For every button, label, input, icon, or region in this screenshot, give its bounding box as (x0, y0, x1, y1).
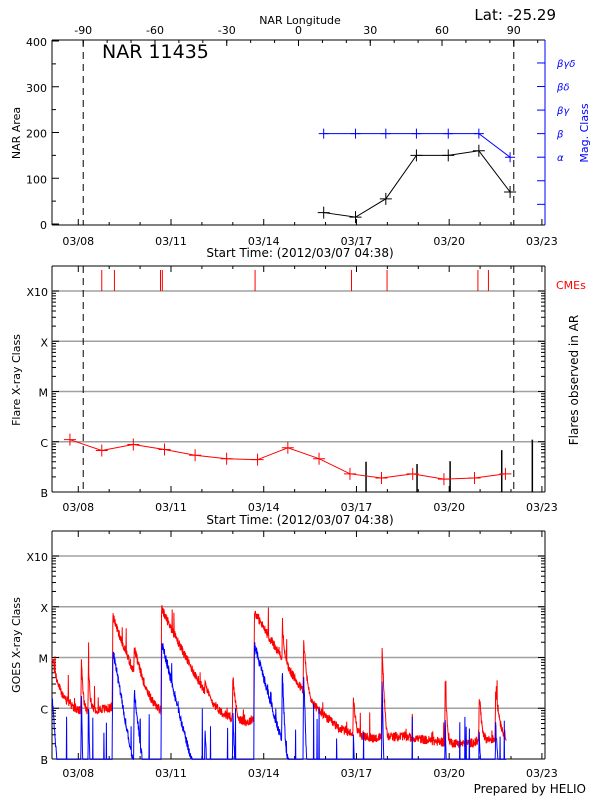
y-tick-label: 100 (26, 173, 47, 186)
background-flux-point (343, 467, 356, 480)
goes-long-channel-line (51, 605, 507, 749)
x-tick-label: 03/11 (155, 767, 187, 780)
x-tick-label: 03/17 (341, 235, 373, 248)
background-flux-point (220, 452, 233, 465)
top-tick-label: 60 (435, 24, 449, 37)
footer-credit: Prepared by HELIO (474, 782, 586, 796)
y-tick-label: 200 (26, 128, 47, 141)
background-flux-point (437, 473, 450, 486)
x-tick-label: 03/11 (155, 501, 187, 514)
y-tick-label: C (40, 437, 48, 450)
latitude-label: Lat: -25.29 (474, 6, 556, 24)
mag-class-point (443, 128, 454, 139)
nar-area-point (410, 149, 423, 162)
mag-class-point (318, 128, 329, 139)
background-flux-point (499, 467, 512, 480)
x-tick-label: 03/23 (526, 767, 558, 780)
y-tick-label: 300 (26, 82, 47, 95)
nar-area-point (472, 144, 485, 157)
x-tick-label: 03/17 (341, 767, 373, 780)
y2-tick-label: βγ (556, 106, 570, 117)
top-tick-label: 30 (363, 24, 377, 37)
goes-short-channel-line (51, 642, 507, 761)
goes-xray-panel: GOES X-ray Class Prepared by HELIO B C M X X… (10, 530, 586, 796)
nar-area-point (349, 211, 362, 224)
background-flux-point (313, 452, 326, 465)
mag-class-point (505, 152, 516, 163)
y-tick-label: X10 (26, 551, 48, 564)
y-axis-label: Flare X-ray Class (10, 334, 23, 426)
y-tick-label: X (40, 602, 48, 615)
top-tick-label: 0 (295, 24, 302, 37)
y-axis-label: GOES X-ray Class (10, 597, 23, 693)
x-tick-label: 03/08 (62, 501, 94, 514)
y-tick-label: 0 (40, 219, 47, 232)
x-tick-label: 03/11 (155, 235, 187, 248)
mag-class-point (380, 128, 391, 139)
nar-area-point (442, 149, 455, 162)
y2-tick-label: βγδ (556, 59, 575, 70)
x-tick-label: 03/20 (433, 501, 465, 514)
background-flux-point (375, 471, 388, 484)
x-tick-label: 03/14 (248, 767, 280, 780)
x-axis-label: Start Time: (2012/03/07 04:38) (206, 513, 393, 527)
nar-area-point (317, 206, 330, 219)
mag-class-point (350, 128, 361, 139)
x-tick-label: 03/23 (526, 235, 558, 248)
x-tick-label: 03/14 (248, 235, 280, 248)
x-tick-label: 03/17 (341, 501, 373, 514)
y2-tick-label: βδ (556, 83, 570, 94)
background-flux-point (95, 444, 108, 457)
y2-axis-label: Mag. Class (578, 103, 591, 162)
x-axis-label: Start Time: (2012/03/07 04:38) (206, 246, 393, 260)
nar-area-point (379, 192, 392, 205)
background-flux-point (189, 449, 202, 462)
background-flux-point (406, 467, 419, 480)
y2-axis-label: Flares observed in AR (567, 315, 581, 445)
top-tick-label: -60 (146, 24, 164, 37)
x-tick-label: 03/08 (62, 767, 94, 780)
top-tick-label: 90 (507, 24, 521, 37)
flare-class-panel: Flare X-ray Class Flares observed in AR … (10, 265, 586, 527)
top-tick-label: -90 (74, 24, 92, 37)
top-tick-label: -30 (218, 24, 236, 37)
nar-area-panel: NAR Longitude Lat: -25.29 NAR 11435 NAR … (10, 6, 591, 260)
background-flux-point (63, 433, 76, 446)
cme-legend-label: CMEs (556, 279, 586, 292)
x-tick-label: 03/08 (62, 235, 94, 248)
background-flux-point (251, 453, 264, 466)
y2-tick-label: α (557, 153, 564, 164)
mag-class-point (411, 128, 422, 139)
background-flux-point (158, 443, 171, 456)
y-tick-label: X10 (26, 286, 48, 299)
y-tick-label: M (39, 653, 49, 666)
top-axis-label: NAR Longitude (259, 14, 341, 27)
y-tick-label: B (40, 487, 48, 500)
nar-area-point (504, 185, 517, 198)
x-tick-label: 03/20 (433, 235, 465, 248)
y-tick-label: M (39, 387, 49, 400)
x-tick-label: 03/20 (433, 767, 465, 780)
y-tick-label: X (40, 336, 48, 349)
y2-tick-label: β (556, 130, 564, 141)
mag-class-point (473, 128, 484, 139)
y-tick-label: 400 (26, 36, 47, 49)
background-flux-point (127, 438, 140, 451)
y-tick-label: C (40, 703, 48, 716)
x-tick-label: 03/23 (526, 501, 558, 514)
y-tick-label: B (40, 754, 48, 767)
y-axis-label: NAR Area (10, 107, 23, 159)
background-flux-point (281, 441, 294, 454)
background-flux-point (468, 471, 481, 484)
x-tick-label: 03/14 (248, 501, 280, 514)
region-title: NAR 11435 (102, 41, 209, 63)
